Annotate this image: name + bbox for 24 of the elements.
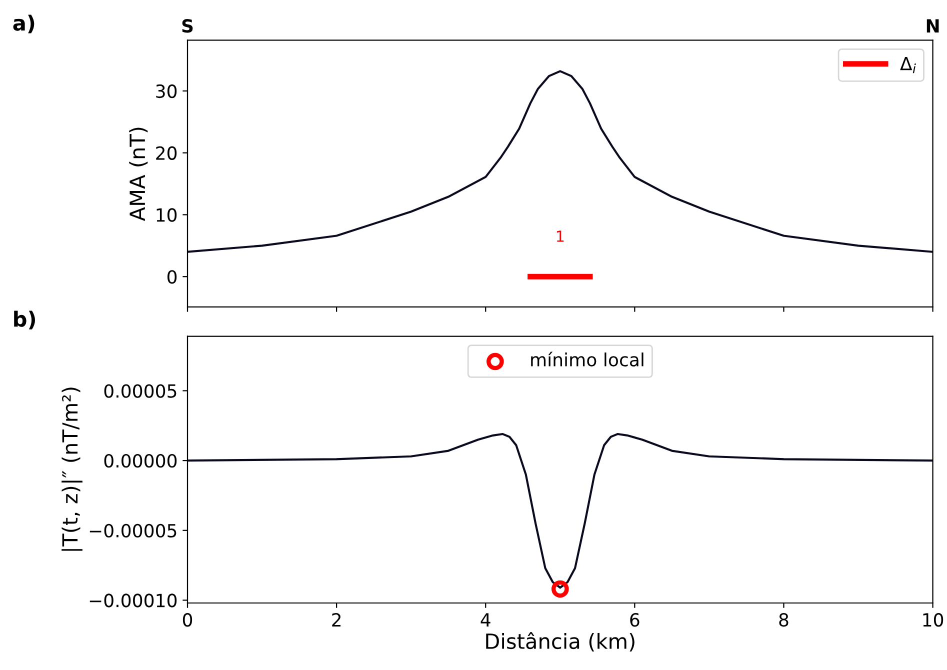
chart-title: b) bbox=[14, 310, 36, 330]
y-tick-label: 0 bbox=[167, 270, 177, 284]
chart-title: a) bbox=[13, 14, 34, 34]
y-tick-label: −0.00005 bbox=[90, 524, 176, 538]
text: S bbox=[182, 19, 193, 33]
x-tick-label: 8 bbox=[779, 613, 788, 627]
text: N bbox=[926, 19, 939, 32]
x-tick-label: 0 bbox=[182, 613, 192, 627]
y-axis-title: AMA (nT) bbox=[129, 128, 148, 222]
legend-label: Δ$_{i}$ bbox=[900, 56, 916, 74]
x-tick-label: 2 bbox=[332, 613, 340, 626]
x-tick-label: 4 bbox=[480, 613, 490, 626]
y-tick-label: −0.00010 bbox=[90, 594, 177, 608]
y-tick-label: 30 bbox=[156, 84, 177, 98]
y-tick-label: 0.00000 bbox=[104, 454, 177, 468]
x-axis-title: Distância (km) bbox=[486, 632, 634, 652]
x-tick-label: 10 bbox=[923, 613, 944, 627]
x-tick-label: 6 bbox=[630, 613, 640, 627]
annotation: 1 bbox=[556, 230, 564, 242]
y-tick-label: 0.00005 bbox=[104, 384, 176, 398]
y-axis-title: |T(t, z)|″ (nT/m²) bbox=[62, 388, 82, 551]
y-tick-label: 10 bbox=[156, 208, 177, 222]
legend-label: mínimo local bbox=[531, 352, 644, 366]
y-tick-label: 20 bbox=[156, 146, 177, 160]
